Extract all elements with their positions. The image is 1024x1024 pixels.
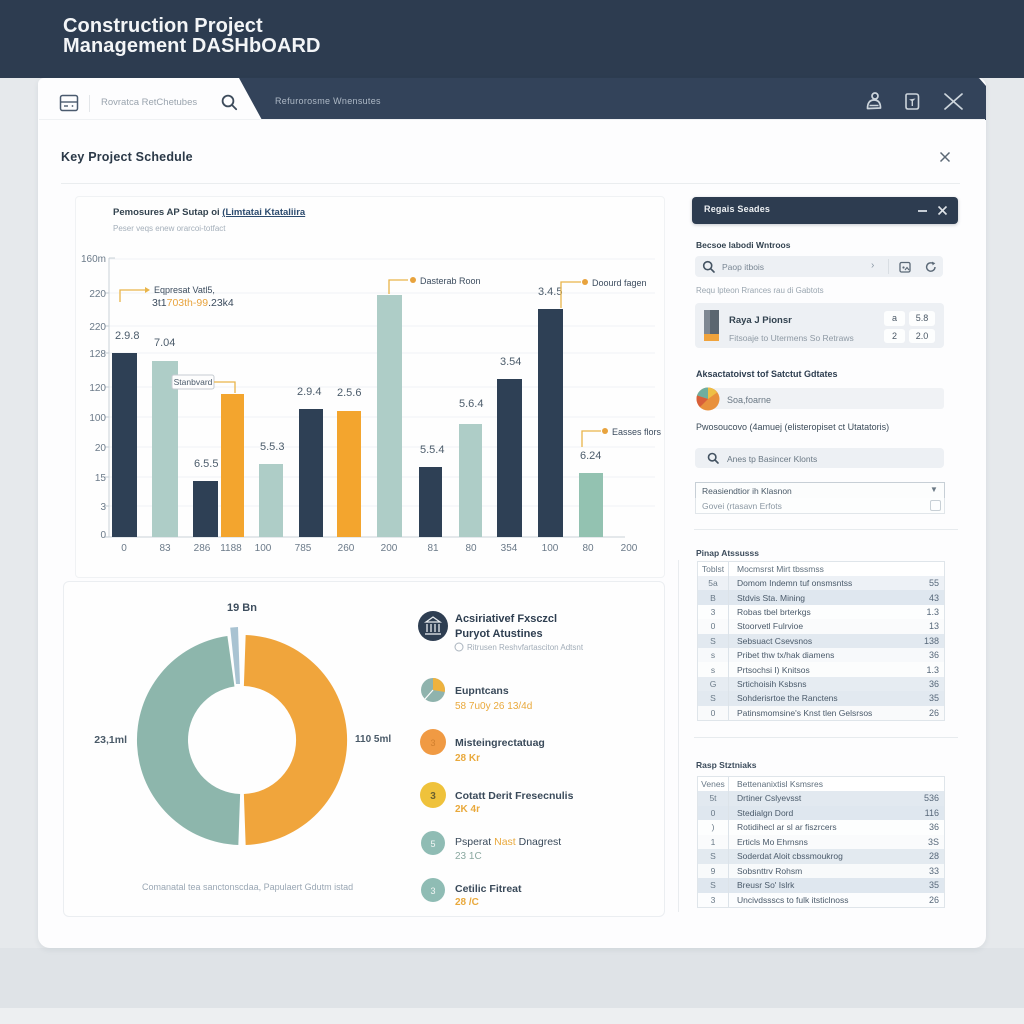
svg-text:19 Bn: 19 Bn <box>227 602 257 614</box>
svg-text:785: 785 <box>295 543 312 554</box>
svg-text:Stanbvard: Stanbvard <box>174 377 213 387</box>
svg-text:Eqpresat Vatl5,: Eqpresat Vatl5, <box>154 285 215 295</box>
svg-text:20: 20 <box>95 443 107 454</box>
svg-text:100: 100 <box>542 543 559 554</box>
svg-text:354: 354 <box>501 543 518 554</box>
svg-text:6.24: 6.24 <box>580 450 601 462</box>
svg-text:3: 3 <box>430 886 435 896</box>
svg-text:80: 80 <box>582 543 594 554</box>
svg-text:Psperat Nast Dnagrest: Psperat Nast Dnagrest <box>455 836 561 848</box>
svg-text:3.54: 3.54 <box>500 356 521 368</box>
svg-text:28 Kr: 28 Kr <box>455 753 480 764</box>
svg-text:Eupntcans: Eupntcans <box>455 685 509 697</box>
svg-text:160m: 160m <box>81 254 106 265</box>
svg-text:100: 100 <box>89 413 106 424</box>
svg-text:3: 3 <box>100 502 106 513</box>
svg-text:Cotatt Derit Fresecnulis: Cotatt Derit Fresecnulis <box>455 790 574 802</box>
svg-text:Easses flors: Easses flors <box>612 427 662 437</box>
svg-text:Doourd fagen: Doourd fagen <box>592 278 647 288</box>
svg-text:81: 81 <box>427 543 439 554</box>
svg-text:2.9.4: 2.9.4 <box>297 386 321 398</box>
svg-text:5.6.4: 5.6.4 <box>459 398 483 410</box>
svg-text:Cetilic Fitreat: Cetilic Fitreat <box>455 883 522 895</box>
svg-text:Acsiriativef Fxsczcl: Acsiriativef Fxsczcl <box>455 613 557 625</box>
svg-text:Dasterab Roon: Dasterab Roon <box>420 276 481 286</box>
svg-text:15: 15 <box>95 473 107 484</box>
svg-text:6.5.5: 6.5.5 <box>194 458 218 470</box>
svg-text:0: 0 <box>121 543 127 554</box>
svg-text:28 /C: 28 /C <box>455 897 479 908</box>
svg-text:200: 200 <box>381 543 398 554</box>
svg-text:128: 128 <box>89 349 106 360</box>
svg-text:7.04: 7.04 <box>154 337 175 349</box>
svg-text:58 7u0y 26 13/4d: 58 7u0y 26 13/4d <box>455 701 532 712</box>
svg-text:3t1703th-99.23k4: 3t1703th-99.23k4 <box>152 297 234 309</box>
svg-text:2.9.8: 2.9.8 <box>115 330 139 342</box>
svg-text:2K 4r: 2K 4r <box>455 804 480 815</box>
svg-text:3: 3 <box>430 738 435 748</box>
svg-text:Comanatal tea sanctonscdaa, Pa: Comanatal tea sanctonscdaa, Papulaert Gd… <box>142 882 353 892</box>
svg-text:110 5ml: 110 5ml <box>355 734 391 745</box>
svg-text:80: 80 <box>465 543 477 554</box>
svg-text:3.4.5: 3.4.5 <box>538 286 562 298</box>
svg-text:3: 3 <box>430 791 436 802</box>
svg-text:23 1C: 23 1C <box>455 851 482 862</box>
svg-text:100: 100 <box>255 543 272 554</box>
svg-text:120: 120 <box>89 383 106 394</box>
svg-text:5: 5 <box>430 839 435 849</box>
svg-text:Misteingrectatuag: Misteingrectatuag <box>455 737 545 749</box>
svg-text:Puryot Atustines: Puryot Atustines <box>455 628 543 640</box>
svg-text:5.5.3: 5.5.3 <box>260 441 284 453</box>
svg-text:260: 260 <box>338 543 355 554</box>
svg-text:2.5.6: 2.5.6 <box>337 387 361 399</box>
svg-text:0: 0 <box>100 530 106 541</box>
svg-text:Ritrusen Reshvfartasciton Adts: Ritrusen Reshvfartasciton Adtsnt <box>467 643 584 652</box>
svg-text:200: 200 <box>621 543 638 554</box>
svg-text:83: 83 <box>159 543 171 554</box>
svg-text:286: 286 <box>194 543 211 554</box>
svg-text:1188: 1188 <box>220 543 242 554</box>
svg-text:220: 220 <box>89 322 106 333</box>
svg-text:5.5.4: 5.5.4 <box>420 444 444 456</box>
svg-text:23,1ml: 23,1ml <box>94 734 127 746</box>
svg-text:220: 220 <box>89 289 106 300</box>
